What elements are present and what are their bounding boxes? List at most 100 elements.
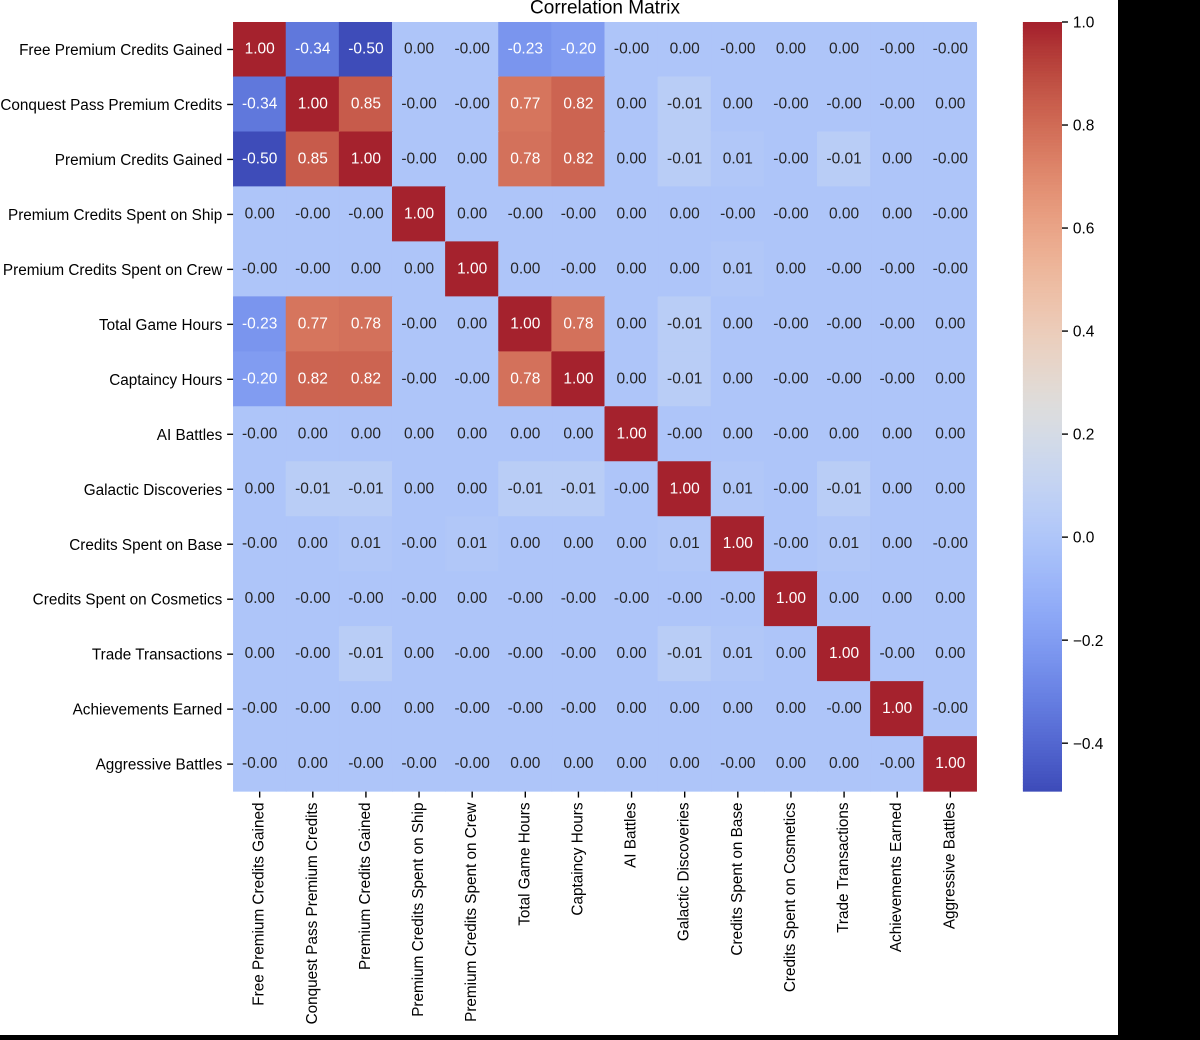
svg-text:−0.4: −0.4 <box>1073 736 1104 753</box>
svg-text:0.0: 0.0 <box>1073 530 1095 547</box>
svg-text:-0.00: -0.00 <box>773 205 808 222</box>
svg-text:0.00: 0.00 <box>616 315 646 332</box>
svg-text:0.00: 0.00 <box>298 425 328 442</box>
svg-text:0.00: 0.00 <box>935 425 965 442</box>
svg-text:-0.00: -0.00 <box>455 700 490 717</box>
svg-text:-0.00: -0.00 <box>401 370 436 387</box>
svg-text:Premium Credits Spent on Ship: Premium Credits Spent on Ship <box>410 803 427 1017</box>
svg-text:0.00: 0.00 <box>723 95 753 112</box>
svg-text:-0.50: -0.50 <box>348 40 383 57</box>
svg-text:-0.00: -0.00 <box>773 370 808 387</box>
svg-text:0.00: 0.00 <box>776 260 806 277</box>
svg-text:-0.00: -0.00 <box>614 40 649 57</box>
svg-text:0.01: 0.01 <box>723 150 753 167</box>
svg-text:1.00: 1.00 <box>829 645 859 662</box>
svg-text:1.00: 1.00 <box>616 425 646 442</box>
svg-text:-0.00: -0.00 <box>348 755 383 772</box>
svg-text:-0.20: -0.20 <box>242 370 277 387</box>
svg-text:-0.00: -0.00 <box>455 755 490 772</box>
svg-text:0.78: 0.78 <box>510 150 540 167</box>
svg-text:0.00: 0.00 <box>616 700 646 717</box>
svg-text:0.00: 0.00 <box>723 370 753 387</box>
svg-text:-0.00: -0.00 <box>508 590 543 607</box>
svg-text:-0.00: -0.00 <box>880 315 915 332</box>
svg-text:Premium Credits Spent on Ship: Premium Credits Spent on Ship <box>8 207 222 224</box>
svg-text:-0.00: -0.00 <box>880 370 915 387</box>
svg-text:Achievements Earned: Achievements Earned <box>888 803 905 953</box>
svg-text:0.00: 0.00 <box>776 40 806 57</box>
svg-text:0.01: 0.01 <box>670 535 700 552</box>
svg-text:-0.01: -0.01 <box>348 480 383 497</box>
svg-text:-0.01: -0.01 <box>667 95 702 112</box>
svg-text:0.00: 0.00 <box>776 755 806 772</box>
svg-text:0.00: 0.00 <box>457 150 487 167</box>
svg-text:−0.2: −0.2 <box>1073 633 1104 650</box>
svg-text:Premium Credits Gained: Premium Credits Gained <box>357 803 374 970</box>
svg-text:1.00: 1.00 <box>563 370 593 387</box>
svg-text:-0.00: -0.00 <box>508 645 543 662</box>
svg-text:-0.00: -0.00 <box>933 700 968 717</box>
svg-text:0.00: 0.00 <box>829 425 859 442</box>
svg-text:1.00: 1.00 <box>245 40 275 57</box>
svg-text:1.00: 1.00 <box>510 315 540 332</box>
svg-text:-0.00: -0.00 <box>242 700 277 717</box>
svg-text:0.77: 0.77 <box>510 95 540 112</box>
svg-text:0.00: 0.00 <box>457 315 487 332</box>
svg-text:0.00: 0.00 <box>457 480 487 497</box>
svg-text:0.00: 0.00 <box>935 645 965 662</box>
svg-text:0.82: 0.82 <box>563 95 593 112</box>
svg-text:-0.01: -0.01 <box>561 480 596 497</box>
svg-text:-0.00: -0.00 <box>295 260 330 277</box>
svg-text:-0.00: -0.00 <box>826 370 861 387</box>
svg-text:0.00: 0.00 <box>616 535 646 552</box>
svg-text:0.00: 0.00 <box>723 425 753 442</box>
svg-text:-0.00: -0.00 <box>455 370 490 387</box>
svg-text:-0.01: -0.01 <box>826 150 861 167</box>
svg-text:Galactic Discoveries: Galactic Discoveries <box>676 802 693 941</box>
svg-text:-0.00: -0.00 <box>826 260 861 277</box>
svg-text:0.00: 0.00 <box>935 370 965 387</box>
svg-text:0.01: 0.01 <box>723 260 753 277</box>
svg-text:-0.01: -0.01 <box>667 370 702 387</box>
svg-text:-0.00: -0.00 <box>933 150 968 167</box>
svg-text:0.00: 0.00 <box>616 370 646 387</box>
svg-text:-0.00: -0.00 <box>826 700 861 717</box>
svg-text:0.00: 0.00 <box>457 590 487 607</box>
svg-text:1.00: 1.00 <box>882 700 912 717</box>
svg-text:-0.01: -0.01 <box>667 150 702 167</box>
svg-text:-0.00: -0.00 <box>455 95 490 112</box>
svg-text:-0.00: -0.00 <box>508 205 543 222</box>
svg-text:0.00: 0.00 <box>404 40 434 57</box>
svg-text:1.00: 1.00 <box>351 150 381 167</box>
svg-text:Captaincy Hours: Captaincy Hours <box>569 802 586 915</box>
svg-text:Galactic Discoveries: Galactic Discoveries <box>84 482 223 499</box>
svg-text:0.00: 0.00 <box>245 645 275 662</box>
svg-text:-0.01: -0.01 <box>508 480 543 497</box>
svg-text:Captaincy Hours: Captaincy Hours <box>109 372 222 389</box>
svg-text:0.00: 0.00 <box>776 700 806 717</box>
svg-text:-0.00: -0.00 <box>561 260 596 277</box>
svg-text:-0.34: -0.34 <box>295 40 331 57</box>
svg-text:0.00: 0.00 <box>510 535 540 552</box>
svg-text:-0.00: -0.00 <box>720 755 755 772</box>
svg-text:-0.00: -0.00 <box>773 480 808 497</box>
svg-text:-0.00: -0.00 <box>242 535 277 552</box>
svg-text:1.00: 1.00 <box>670 480 700 497</box>
svg-text:0.00: 0.00 <box>245 480 275 497</box>
svg-text:Trade Transactions: Trade Transactions <box>835 802 852 933</box>
svg-text:0.82: 0.82 <box>351 370 381 387</box>
svg-text:0.00: 0.00 <box>404 480 434 497</box>
svg-text:-0.01: -0.01 <box>295 480 330 497</box>
svg-text:0.00: 0.00 <box>829 590 859 607</box>
svg-text:-0.00: -0.00 <box>561 645 596 662</box>
svg-text:0.00: 0.00 <box>829 40 859 57</box>
svg-text:-0.23: -0.23 <box>242 315 277 332</box>
svg-text:0.85: 0.85 <box>298 150 328 167</box>
svg-text:1.00: 1.00 <box>935 755 965 772</box>
svg-text:-0.00: -0.00 <box>667 425 702 442</box>
svg-text:Credits Spent on Cosmetics: Credits Spent on Cosmetics <box>782 802 799 992</box>
svg-text:0.82: 0.82 <box>563 150 593 167</box>
svg-text:-0.00: -0.00 <box>242 425 277 442</box>
svg-text:-0.00: -0.00 <box>561 700 596 717</box>
svg-text:0.01: 0.01 <box>351 535 381 552</box>
